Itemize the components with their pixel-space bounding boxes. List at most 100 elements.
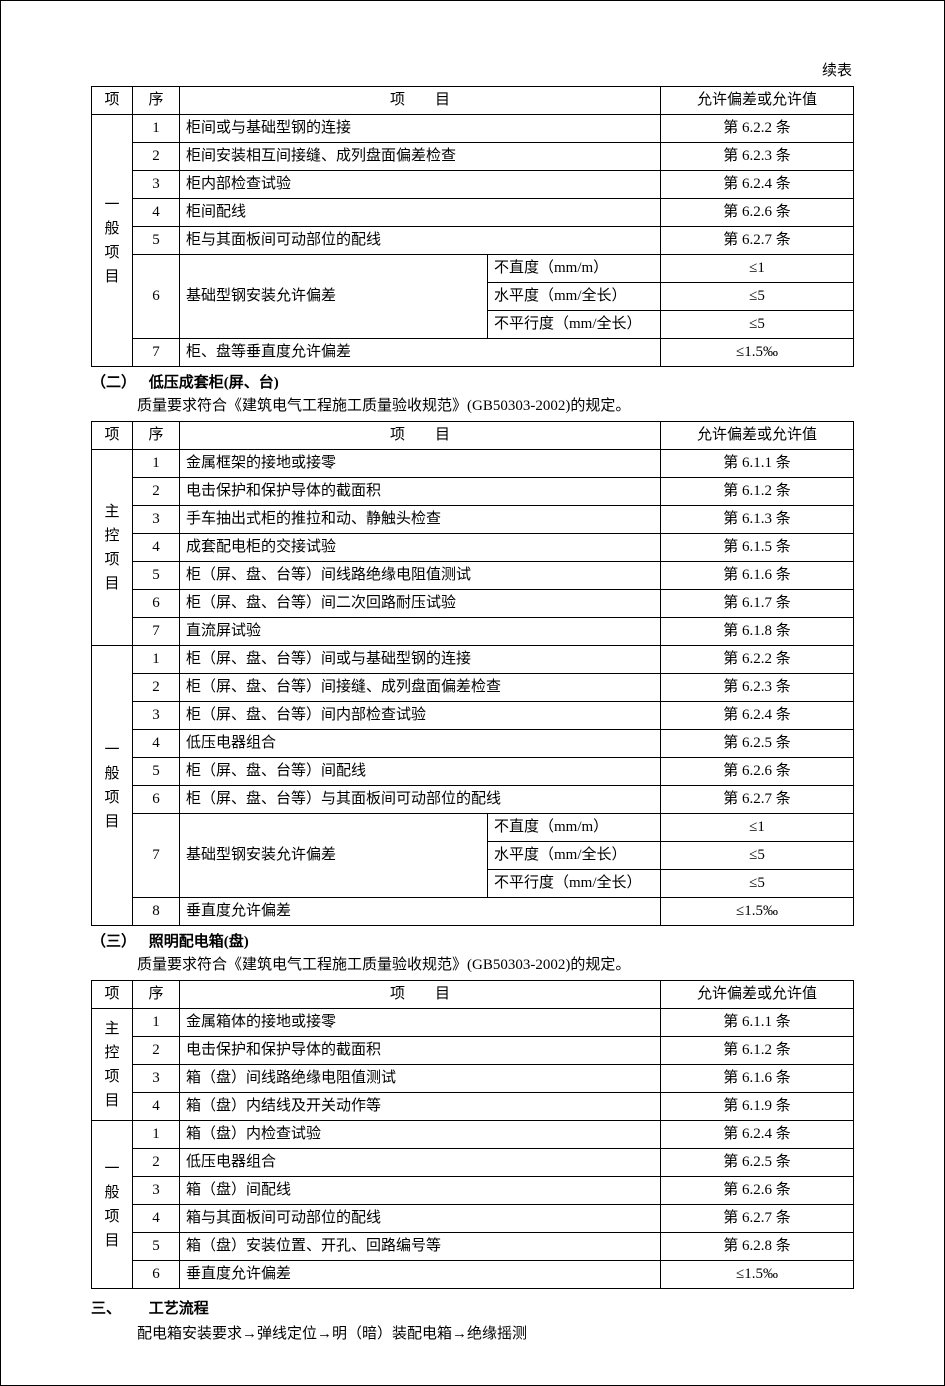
val: ≤5 (661, 842, 854, 870)
section-num: 三、 (91, 1299, 145, 1320)
seq: 2 (133, 1037, 180, 1065)
item: 柜（屏、盘、台等）间或与基础型钢的连接 (180, 646, 661, 674)
table-row: 2 柜（屏、盘、台等）间接缝、成列盘面偏差检查 第 6.2.3 条 (92, 674, 854, 702)
section-num: （二） (91, 373, 145, 394)
seq: 3 (133, 1065, 180, 1093)
val: ≤5 (661, 283, 854, 311)
section-2-title: （二） 低压成套柜(屏、台) (91, 373, 854, 394)
cat-general: 一般项目 (92, 1121, 133, 1289)
val: 第 6.2.6 条 (661, 758, 854, 786)
table-row: 5 柜（屏、盘、台等）间线路绝缘电阻值测试 第 6.1.6 条 (92, 562, 854, 590)
hdr-cat: 项 (92, 981, 133, 1009)
table-row: 6 柜（屏、盘、台等）与其面板间可动部位的配线 第 6.2.7 条 (92, 786, 854, 814)
section-name: 低压成套柜(屏、台) (149, 375, 279, 391)
val: 第 6.2.7 条 (661, 786, 854, 814)
val: 第 6.2.3 条 (661, 143, 854, 171)
section-num: （三） (91, 932, 145, 953)
seq: 3 (133, 171, 180, 199)
val: ≤5 (661, 870, 854, 898)
val: ≤1.5‰ (661, 339, 854, 367)
seq: 2 (133, 143, 180, 171)
table-row: 5 箱（盘）安装位置、开孔、回路编号等 第 6.2.8 条 (92, 1233, 854, 1261)
table-header-row: 项 序 项 目 允许偏差或允许值 (92, 981, 854, 1009)
seq: 8 (133, 898, 180, 926)
hdr-val: 允许偏差或允许值 (661, 422, 854, 450)
val: ≤1 (661, 255, 854, 283)
seq: 7 (133, 618, 180, 646)
val: 第 6.1.6 条 (661, 562, 854, 590)
item: 柜（屏、盘、台等）间配线 (180, 758, 661, 786)
item: 金属框架的接地或接零 (180, 450, 661, 478)
item: 手车抽出式柜的推拉和动、静触头检查 (180, 506, 661, 534)
table-row: 4 箱（盘）内结线及开关动作等 第 6.1.9 条 (92, 1093, 854, 1121)
val: ≤1.5‰ (661, 1261, 854, 1289)
val: 第 6.2.4 条 (661, 171, 854, 199)
item: 垂直度允许偏差 (180, 1261, 661, 1289)
val: 第 6.2.7 条 (661, 227, 854, 255)
val: 第 6.1.8 条 (661, 618, 854, 646)
val: 第 6.2.8 条 (661, 1233, 854, 1261)
sub-label: 不直度（mm/m） (488, 814, 661, 842)
table-row: 3 柜内部检查试验 第 6.2.4 条 (92, 171, 854, 199)
item: 柜（屏、盘、台等）间接缝、成列盘面偏差检查 (180, 674, 661, 702)
seq: 2 (133, 478, 180, 506)
item: 金属箱体的接地或接零 (180, 1009, 661, 1037)
table-row: 6 垂直度允许偏差 ≤1.5‰ (92, 1261, 854, 1289)
seq: 1 (133, 115, 180, 143)
val: 第 6.2.2 条 (661, 115, 854, 143)
table-row: 主控项目 1 金属框架的接地或接零 第 6.1.1 条 (92, 450, 854, 478)
table-row: 3 柜（屏、盘、台等）间内部检查试验 第 6.2.4 条 (92, 702, 854, 730)
hdr-item: 项 目 (180, 422, 661, 450)
sub-label: 不平行度（mm/全长） (488, 311, 661, 339)
seq: 7 (133, 339, 180, 367)
table-1: 项 序 项 目 允许偏差或允许值 一般项目 1 柜间或与基础型钢的连接 第 6.… (91, 86, 854, 367)
table-2: 项 序 项 目 允许偏差或允许值 主控项目 1 金属框架的接地或接零 第 6.1… (91, 421, 854, 926)
table-row: 3 箱（盘）间线路绝缘电阻值测试 第 6.1.6 条 (92, 1065, 854, 1093)
val: 第 6.1.3 条 (661, 506, 854, 534)
table-row: 5 柜（屏、盘、台等）间配线 第 6.2.6 条 (92, 758, 854, 786)
sub-label: 不平行度（mm/全长） (488, 870, 661, 898)
table-row: 8 垂直度允许偏差 ≤1.5‰ (92, 898, 854, 926)
seq: 5 (133, 1233, 180, 1261)
table-row: 7 柜、盘等垂直度允许偏差 ≤1.5‰ (92, 339, 854, 367)
table-row: 主控项目 1 金属箱体的接地或接零 第 6.1.1 条 (92, 1009, 854, 1037)
sub-label: 水平度（mm/全长） (488, 842, 661, 870)
section-4-title: 三、 工艺流程 (91, 1299, 854, 1320)
seq: 2 (133, 1149, 180, 1177)
seq: 6 (133, 786, 180, 814)
item: 低压电器组合 (180, 1149, 661, 1177)
seq: 7 (133, 814, 180, 898)
cat-main: 主控项目 (92, 450, 133, 646)
table-row: 2 电击保护和保护导体的截面积 第 6.1.2 条 (92, 478, 854, 506)
val: ≤5 (661, 311, 854, 339)
table-row: 7 基础型钢安装允许偏差 不直度（mm/m） ≤1 (92, 814, 854, 842)
table-row: 一般项目 1 柜间或与基础型钢的连接 第 6.2.2 条 (92, 115, 854, 143)
item: 电击保护和保护导体的截面积 (180, 1037, 661, 1065)
sub-label: 水平度（mm/全长） (488, 283, 661, 311)
seq: 6 (133, 590, 180, 618)
item: 成套配电柜的交接试验 (180, 534, 661, 562)
val: 第 6.2.6 条 (661, 1177, 854, 1205)
cat-general: 一般项目 (92, 115, 133, 367)
cat-main: 主控项目 (92, 1009, 133, 1121)
seq: 1 (133, 646, 180, 674)
val: 第 6.2.3 条 (661, 674, 854, 702)
section-2-desc: 质量要求符合《建筑电气工程施工质量验收规范》(GB50303-2002)的规定。 (137, 396, 854, 417)
val: 第 6.1.9 条 (661, 1093, 854, 1121)
val: 第 6.2.4 条 (661, 1121, 854, 1149)
page-container: 续表 项 序 项 目 允许偏差或允许值 一般项目 1 柜间或与基础型钢的连接 第… (0, 0, 945, 1386)
process-flow: 配电箱安装要求→弹线定位→明（暗）装配电箱→绝缘摇测 (137, 1324, 854, 1345)
table-header-row: 项 序 项 目 允许偏差或允许值 (92, 422, 854, 450)
seq: 3 (133, 1177, 180, 1205)
hdr-seq: 序 (133, 87, 180, 115)
item: 柜间配线 (180, 199, 661, 227)
val: 第 6.1.5 条 (661, 534, 854, 562)
table-row: 7 直流屏试验 第 6.1.8 条 (92, 618, 854, 646)
seq: 4 (133, 1093, 180, 1121)
hdr-item: 项 目 (180, 981, 661, 1009)
item: 柜间或与基础型钢的连接 (180, 115, 661, 143)
section-3-title: （三） 照明配电箱(盘) (91, 932, 854, 953)
hdr-cat: 项 (92, 422, 133, 450)
table-row: 一般项目 1 箱（盘）内检查试验 第 6.2.4 条 (92, 1121, 854, 1149)
val: 第 6.2.6 条 (661, 199, 854, 227)
